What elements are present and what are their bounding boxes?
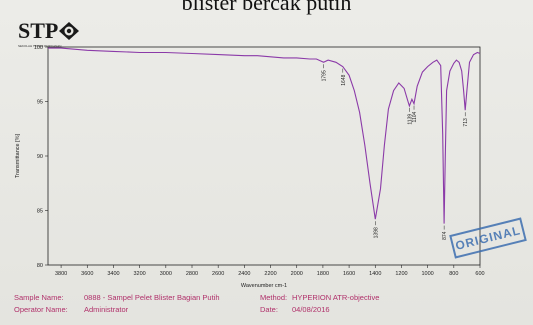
plot-frame: [48, 47, 480, 265]
x-tick-label: 3600: [81, 271, 93, 277]
peak-label: 874: [442, 231, 448, 240]
peak-label: 1104: [412, 111, 418, 122]
x-tick-label: 3800: [55, 271, 67, 277]
x-tick-label: 2400: [238, 271, 250, 277]
peak-label: 1795: [322, 70, 328, 81]
peak-label: 1398: [374, 227, 380, 238]
x-tick-label: 2600: [212, 271, 224, 277]
method-value: HYPERION ATR-objective: [292, 293, 379, 302]
y-axis: 80 85 90 95 100: [34, 45, 48, 269]
y-tick-label: 95: [37, 100, 43, 106]
sample-name-value: 0888 - Sampel Pelet Blister Bagian Putih: [84, 293, 220, 302]
x-axis: 3800 3600 3400 3200 3000 2800 2600 2400 2200 2000…: [55, 265, 485, 277]
x-tick-label: 2200: [264, 271, 276, 277]
y-tick-label: 100: [34, 45, 43, 51]
date-label: Date:: [260, 305, 278, 314]
date-value: 04/08/2016: [292, 305, 330, 314]
peak-label: 713: [463, 118, 469, 127]
peak-label: 1648: [341, 74, 347, 85]
x-tick-label: 2000: [291, 271, 303, 277]
x-tick-label: 3400: [107, 271, 119, 277]
x-tick-label: 3200: [134, 271, 146, 277]
y-tick-label: 90: [37, 154, 43, 160]
x-tick-label: 2800: [186, 271, 198, 277]
y-axis-label: Transmittance [%]: [15, 133, 21, 178]
spectrum-series-line: [48, 48, 480, 224]
x-axis-label: Wavenumber cm-1: [241, 283, 287, 289]
x-tick-label: 1000: [422, 271, 434, 277]
operator-name-label: Operator Name:: [14, 305, 68, 314]
x-tick-label: 1800: [317, 271, 329, 277]
x-tick-label: 3000: [160, 271, 172, 277]
x-tick-label: 1200: [395, 271, 407, 277]
y-tick-label: 85: [37, 209, 43, 215]
x-tick-label: 800: [449, 271, 458, 277]
method-label: Method:: [260, 293, 287, 302]
operator-name-value: Administrator: [84, 305, 128, 314]
x-tick-label: 600: [475, 271, 484, 277]
y-tick-label: 80: [37, 263, 43, 269]
x-tick-label: 1400: [369, 271, 381, 277]
x-tick-label: 1600: [343, 271, 355, 277]
sample-name-label: Sample Name:: [14, 293, 64, 302]
